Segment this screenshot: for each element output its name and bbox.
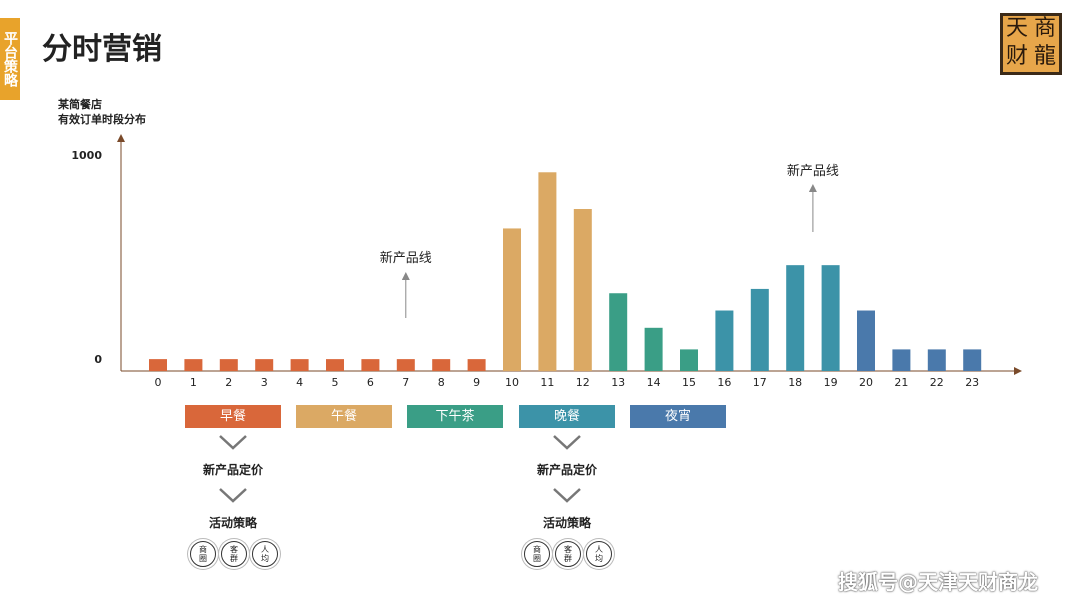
bar [573,209,592,371]
chart-subtitle-line: 某简餐店 [58,98,102,111]
x-tick-label: 10 [505,376,519,389]
strategy-step-pricing: 新产品定价 [202,463,263,477]
bar [219,359,238,371]
period-afternoon-tea: 下午茶 [407,405,503,428]
bar [432,359,451,371]
bar [750,288,769,371]
badge-char: 客 [564,545,572,554]
bar [503,228,521,371]
circle-badge: 客群 [555,541,581,567]
circle-badge: 商圈 [524,541,550,567]
bar [786,265,805,371]
x-tick-label: 19 [824,376,838,389]
x-tick-label: 21 [894,376,908,389]
annotation-label: 新产品线 [380,250,432,266]
x-tick-label: 0 [155,376,162,389]
x-tick-label: 18 [788,376,802,389]
circle-badge: 客群 [221,541,247,567]
bar [927,349,946,371]
y-tick-label: 0 [94,353,102,366]
x-tick-label: 23 [965,376,979,389]
brand-logo: 天 商 财 龍 [1000,13,1062,75]
strategy-step-pricing: 新产品定价 [536,463,597,477]
chevron-down-icon [553,488,581,503]
bar [255,359,274,371]
chevron-down-icon [219,488,247,503]
x-tick-label: 12 [576,376,590,389]
circle-badge: 商圈 [190,541,216,567]
logo-char: 商 [1033,16,1056,41]
x-tick-label: 7 [402,376,409,389]
bar [290,359,309,371]
badge-char: 圈 [533,554,541,563]
bar [326,359,344,371]
bar [149,359,167,371]
badge-char: 均 [261,554,269,563]
side-tab: 平台策略 [0,18,20,100]
x-tick-label: 14 [647,376,661,389]
bar [361,359,380,371]
bar [680,349,698,371]
x-tick-label: 1 [190,376,197,389]
strategy-step-activity: 活动策略 [208,516,257,530]
badge-char: 圈 [199,554,207,563]
badge-char: 群 [230,554,238,563]
chart-subtitle: 某简餐店 有效订单时段分布 [58,97,146,127]
page-title: 分时营销 [42,32,162,67]
x-tick-label: 4 [296,376,303,389]
x-tick-label: 5 [332,376,339,389]
bar [396,359,415,371]
chevron-down-icon [219,435,247,450]
x-tick-label: 9 [473,376,480,389]
watermark: 搜狐号@天津天财商龙 [838,570,1038,594]
logo-char: 龍 [1033,44,1056,69]
logo-char: 天 [1005,16,1028,41]
x-tick-label: 16 [717,376,731,389]
bar [644,327,663,371]
badge-char: 人 [261,545,269,554]
badge-char: 商 [199,545,207,554]
logo-char: 财 [1005,44,1028,69]
strategy-step-activity: 活动策略 [542,516,591,530]
badge-char: 客 [230,545,238,554]
bar [467,359,486,371]
badge-char: 均 [595,554,603,563]
period-lunch: 午餐 [296,405,392,428]
x-tick-label: 13 [611,376,625,389]
bar [821,265,840,371]
period-dinner: 晚餐 [519,405,615,428]
x-tick-label: 20 [859,376,873,389]
period-breakfast: 早餐 [185,405,281,428]
x-tick-label: 6 [367,376,374,389]
bar [857,310,875,371]
x-tick-label: 11 [540,376,554,389]
bar [538,172,557,371]
chevron-down-icon [553,435,581,450]
bar [963,349,982,371]
bar [184,359,203,371]
badge-char: 群 [564,554,572,563]
x-tick-label: 15 [682,376,696,389]
y-tick-label: 1000 [71,149,102,162]
badge-char: 人 [595,545,603,554]
chart-subtitle-line: 有效订单时段分布 [58,113,146,126]
badge-char: 商 [533,545,541,554]
annotation-label: 新产品线 [787,163,839,179]
x-tick-label: 2 [225,376,232,389]
x-tick-label: 17 [753,376,767,389]
x-tick-label: 3 [261,376,268,389]
x-tick-label: 8 [438,376,445,389]
bar [609,293,628,371]
bar [892,349,911,371]
x-tick-label: 22 [930,376,944,389]
bar [715,310,734,371]
period-late-night: 夜宵 [630,405,726,428]
circle-badge: 人均 [252,541,278,567]
circle-badge: 人均 [586,541,612,567]
